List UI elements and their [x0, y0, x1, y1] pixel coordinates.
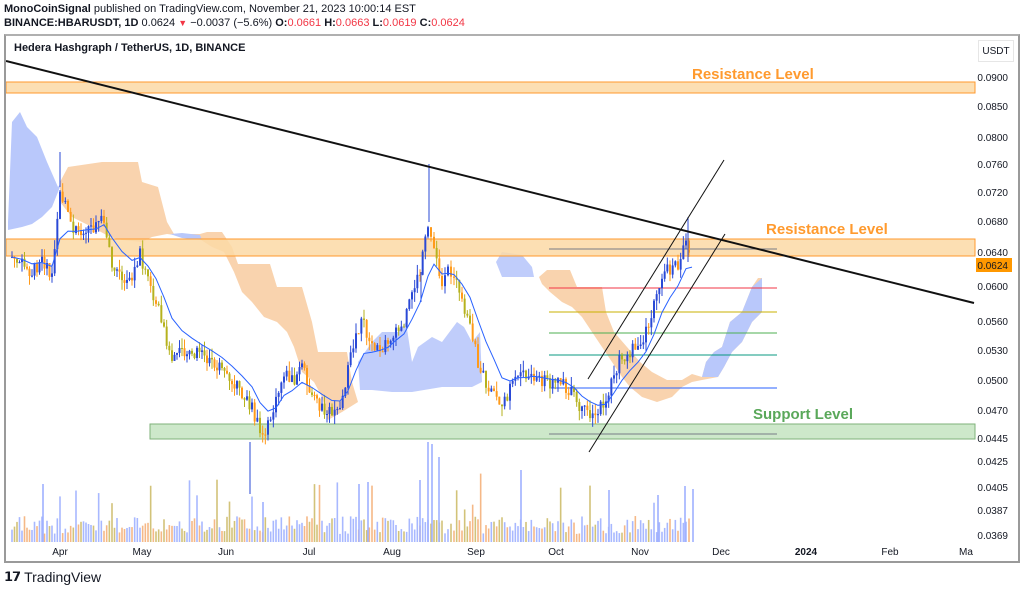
price-axis[interactable]: 0.0900 0.0850 0.0800 0.0760 0.0720 0.0680 0.06…: [976, 73, 1012, 542]
price-tick: 0.0680: [977, 217, 1008, 228]
time-tick: Aug: [383, 547, 401, 558]
ascending-channel-line[interactable]: [588, 233, 726, 453]
high-value: 0.0663: [335, 17, 370, 29]
support-label: Support Level: [753, 406, 853, 423]
svg-text:0.0624: 0.0624: [977, 261, 1008, 272]
price-tick: 0.0500: [977, 376, 1008, 387]
time-tick: Sep: [467, 547, 485, 558]
price-tick: 0.0369: [977, 531, 1008, 542]
time-tick: Nov: [631, 547, 649, 558]
low-label: L:: [372, 17, 383, 29]
price-change: −0.0037 (−5.6%): [190, 17, 273, 29]
time-tick: Oct: [548, 547, 564, 558]
price-tick: 0.0760: [977, 160, 1008, 171]
time-axis[interactable]: Apr May Jun Jul Aug Sep Oct Nov Dec 2024 Feb Ma: [52, 547, 973, 558]
price-tick: 0.0387: [977, 506, 1008, 517]
ichimoku-cloud: [60, 162, 358, 420]
price-tick: 0.0425: [977, 457, 1008, 468]
tradingview-brand[interactable]: TradingView: [24, 569, 102, 585]
price-tick: 0.0850: [977, 102, 1008, 113]
open-label: O:: [275, 17, 288, 29]
published-info: published on TradingView.com, November 2…: [93, 3, 416, 15]
price-tick: 0.0445: [977, 434, 1008, 445]
open-value: 0.0661: [287, 17, 322, 29]
price-tick: 0.0560: [977, 317, 1008, 328]
last-price: 0.0624: [141, 17, 176, 29]
price-chart[interactable]: Resistance Level Resistance Level Support …: [6, 36, 1020, 563]
time-tick: May: [133, 547, 152, 558]
tradingview-logo-icon[interactable]: 𝟭𝟳: [4, 569, 21, 584]
resistance-zone[interactable]: [6, 238, 976, 257]
price-tick: 0.0720: [977, 188, 1008, 199]
price-tick: 0.0800: [977, 133, 1008, 144]
high-label: H:: [324, 17, 336, 29]
support-zone[interactable]: [149, 423, 976, 440]
time-tick: Ma: [959, 547, 973, 558]
resistance-zone[interactable]: [6, 81, 976, 94]
chart-title: Hedera Hashgraph / TetherUS, 1D, BINANCE: [14, 42, 246, 54]
time-tick: Jul: [303, 547, 316, 558]
price-tick: 0.0600: [977, 282, 1008, 293]
currency-button[interactable]: USDT: [978, 40, 1014, 62]
ichimoku-cloud: [8, 112, 62, 230]
time-tick: Jun: [218, 547, 234, 558]
resistance-label: Resistance Level: [692, 66, 814, 83]
time-tick: Apr: [52, 547, 68, 558]
triangle-down-icon: ▼: [178, 18, 188, 28]
price-tick: 0.0900: [977, 73, 1008, 84]
volume-histogram: [11, 442, 694, 542]
publish-header: MonoCoinSignal published on TradingView.…: [4, 2, 465, 30]
price-tick: 0.0530: [977, 346, 1008, 357]
price-tick: 0.0405: [977, 483, 1008, 494]
close-value: 0.0624: [431, 17, 465, 29]
price-tick: 0.0470: [977, 406, 1008, 417]
close-label: C:: [419, 17, 432, 29]
chart-frame[interactable]: Hedera Hashgraph / TetherUS, 1D, BINANCE…: [4, 34, 1020, 563]
ascending-channel-line[interactable]: [587, 159, 725, 380]
last-price-badge: [976, 258, 1012, 272]
candlesticks: [11, 152, 690, 494]
time-tick: 2024: [795, 547, 818, 558]
descending-trendline[interactable]: [6, 60, 975, 304]
time-tick: Feb: [881, 547, 899, 558]
resistance-label: Resistance Level: [766, 221, 888, 238]
author-name[interactable]: MonoCoinSignal: [4, 3, 91, 15]
symbol-label: BINANCE:HBARUSDT, 1D: [4, 17, 139, 29]
low-value: 0.0619: [382, 17, 417, 29]
footer: 𝟭𝟳 TradingView: [4, 569, 101, 585]
moving-average-line: [11, 224, 693, 412]
time-tick: Dec: [712, 547, 730, 558]
price-tick: 0.0640: [977, 248, 1008, 259]
